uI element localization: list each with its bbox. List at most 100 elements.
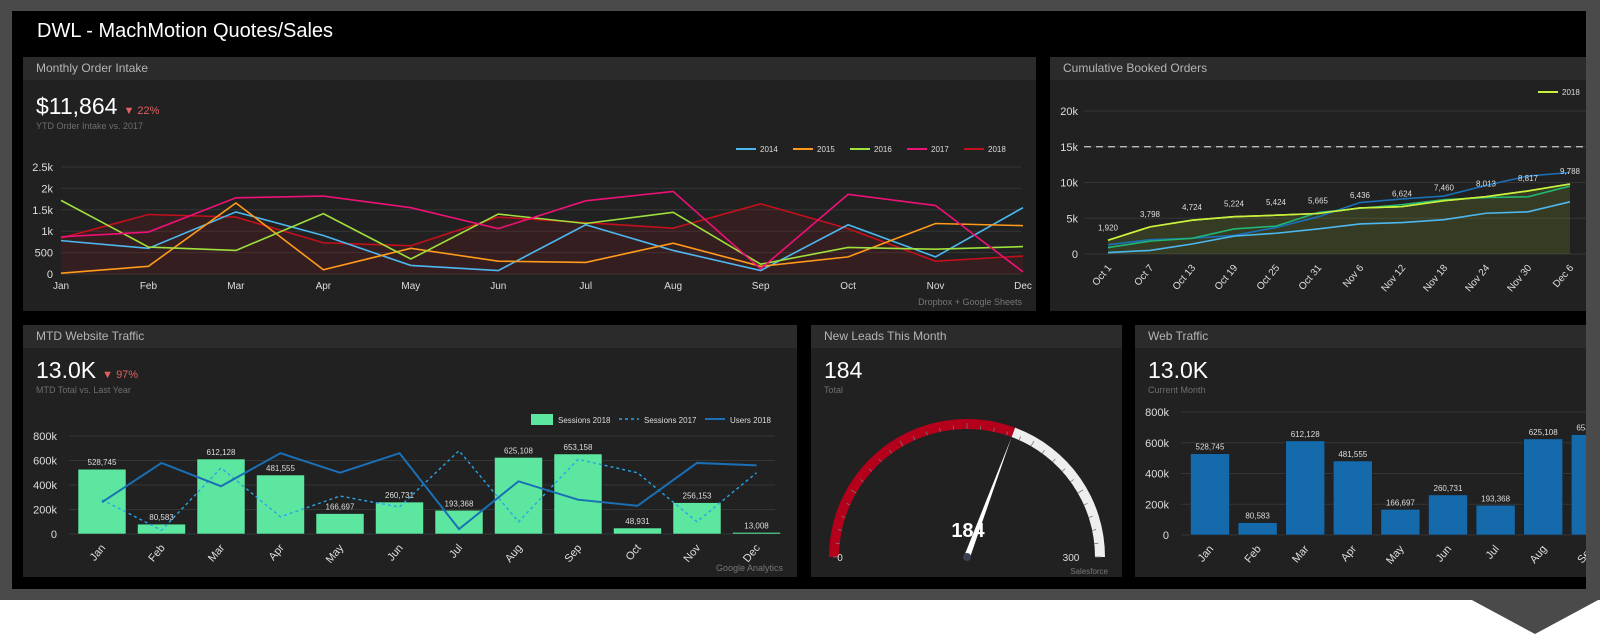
x-tick-label: Jul xyxy=(579,281,592,292)
y-tick-label: 10k xyxy=(1060,178,1078,190)
data-label: 9,788 xyxy=(1560,167,1581,176)
x-tick-label: May xyxy=(401,281,420,292)
panel-web-traffic: Web Traffic 13.0K Current Month 0 200k 400… xyxy=(1135,325,1586,577)
data-label: 5,224 xyxy=(1224,200,1245,209)
data-label: 80,583 xyxy=(149,513,174,522)
data-label: 5,424 xyxy=(1266,198,1287,207)
y-tick-label: 600k xyxy=(33,456,57,468)
bar xyxy=(732,532,781,535)
x-tick-label: Mar xyxy=(227,281,245,292)
gauge-tick xyxy=(837,529,842,531)
y-tick-label: 0 xyxy=(1072,249,1078,261)
x-tick-label: Jun xyxy=(1434,543,1455,564)
bar xyxy=(1475,505,1516,536)
x-tick-label: Nov 30 xyxy=(1506,263,1535,295)
gauge-tick xyxy=(939,427,941,432)
kpi-change-value: 22% xyxy=(137,105,160,117)
gauge-tick xyxy=(925,431,928,436)
x-tick-label: Sep xyxy=(1575,543,1586,566)
panel-title: MTD Website Traffic xyxy=(23,325,797,348)
gauge-tick xyxy=(912,436,916,441)
y-tick-label: 400k xyxy=(33,480,57,492)
data-label: 6,436 xyxy=(1350,191,1371,200)
bar xyxy=(434,510,484,535)
gauge-tick xyxy=(1092,529,1097,531)
x-tick-label: Nov xyxy=(682,542,704,565)
data-label: 7,460 xyxy=(1434,184,1455,193)
x-tick-label: Aug xyxy=(1528,543,1550,566)
x-tick-label: May xyxy=(324,542,347,566)
bar xyxy=(1523,438,1563,536)
legend-label: 2014 xyxy=(760,145,778,154)
legend-label: Users 2018 xyxy=(730,416,771,425)
x-tick-label: Nov 18 xyxy=(1422,263,1451,295)
x-tick-label: Feb xyxy=(146,542,167,564)
gauge-tick xyxy=(1088,515,1093,518)
y-tick-label: 2.5k xyxy=(32,162,53,174)
x-tick-label: Jan xyxy=(1196,543,1217,564)
data-label: 8,817 xyxy=(1518,174,1539,183)
legend-label: Sessions 2018 xyxy=(558,416,611,425)
y-tick-label: 15k xyxy=(1060,142,1078,154)
series-line-2017 xyxy=(60,190,1024,273)
data-label: 166,697 xyxy=(1386,498,1415,507)
panel-cumulative-booked-orders: Cumulative Booked Orders 0 5k 10k 15k 20k Oct… xyxy=(1050,57,1586,311)
x-tick-label: Jun xyxy=(490,281,506,292)
series-line-unnamed xyxy=(1107,201,1571,254)
data-label: 1,920 xyxy=(1098,223,1119,232)
panel-title: New Leads This Month xyxy=(811,325,1122,348)
x-tick-label: Jan xyxy=(88,542,109,563)
series-line-2016 xyxy=(60,199,1024,265)
kpi-change: ▼ 97% xyxy=(102,369,138,381)
series-line-2015 xyxy=(60,201,1024,274)
web-traffic-chart: 0 200k 400k 600k 800k Jan Feb Mar Apr May Jun Jul Au… xyxy=(1145,407,1586,567)
panel-new-leads: New Leads This Month 184 Total 184 0 300 S… xyxy=(811,325,1122,577)
data-label: 4,724 xyxy=(1182,203,1203,212)
series-line-2018-top xyxy=(1107,183,1571,242)
kpi-number: $11,864 xyxy=(36,93,118,119)
x-tick-label: Apr xyxy=(1339,543,1359,564)
kpi-value: 184 xyxy=(824,357,863,383)
x-tick-label: Nov 24 xyxy=(1464,263,1493,295)
gauge-max-label: 300 xyxy=(1063,553,1080,564)
x-tick-label: Nov 6 xyxy=(1341,263,1366,290)
x-tick-label: Apr xyxy=(316,281,332,292)
x-tick-label: Oct 7 xyxy=(1133,263,1157,289)
legend-label: 2016 xyxy=(874,145,892,154)
kpi-label: MTD Total vs. Last Year xyxy=(36,385,131,395)
x-tick-label: Oct 31 xyxy=(1297,263,1325,293)
gauge-tick xyxy=(1030,440,1035,447)
series-line-sessions-2017 xyxy=(101,449,757,532)
triangle-down-icon: ▼ xyxy=(123,105,135,117)
gauge-tick xyxy=(846,502,851,506)
data-label: 80,583 xyxy=(1245,512,1270,521)
x-tick-label: Feb xyxy=(1243,543,1264,565)
data-label: 3,798 xyxy=(1140,210,1161,219)
kpi-value: $11,864 ▼ 22% xyxy=(36,93,159,120)
x-tick-label: Sep xyxy=(563,542,585,565)
y-tick-label: 1.5k xyxy=(32,205,53,217)
gauge-tick xyxy=(889,449,893,454)
gauge-tick xyxy=(1083,502,1088,506)
x-tick-label: Aug xyxy=(503,542,525,565)
gauge-tick xyxy=(1077,489,1084,494)
x-tick-label: Jan xyxy=(53,281,69,292)
gauge-tick xyxy=(993,427,995,432)
x-tick-label: Apr xyxy=(267,542,287,563)
data-label: 260,731 xyxy=(1434,484,1463,493)
data-label: 653,158 xyxy=(564,443,593,452)
bar xyxy=(137,523,186,535)
dashboard-screen: DWL - MachMotion Quotes/Sales Monthly Or… xyxy=(12,11,1586,589)
x-tick-label: Dec xyxy=(741,542,763,565)
mtd-website-traffic-chart: 0 200k 400k 600k 800k Jan Feb Mar Apr May Jun Jul Au… xyxy=(33,414,781,566)
gauge-tick xyxy=(859,479,864,483)
kpi-label: Total xyxy=(824,385,844,395)
gauge-tick xyxy=(1070,479,1075,483)
data-label: 193,368 xyxy=(445,499,474,508)
monthly-order-intake-chart: 0 500 1k 1.5k 2k 2.5k Jan Feb Mar Apr May Jun Jul Aug… xyxy=(32,145,1032,292)
series-line-2018 xyxy=(60,202,1024,262)
kpi-number: 13.0K xyxy=(36,357,97,383)
bar xyxy=(672,502,722,535)
x-tick-label: Dec 6 xyxy=(1551,263,1576,290)
gauge-tick xyxy=(1052,458,1056,463)
